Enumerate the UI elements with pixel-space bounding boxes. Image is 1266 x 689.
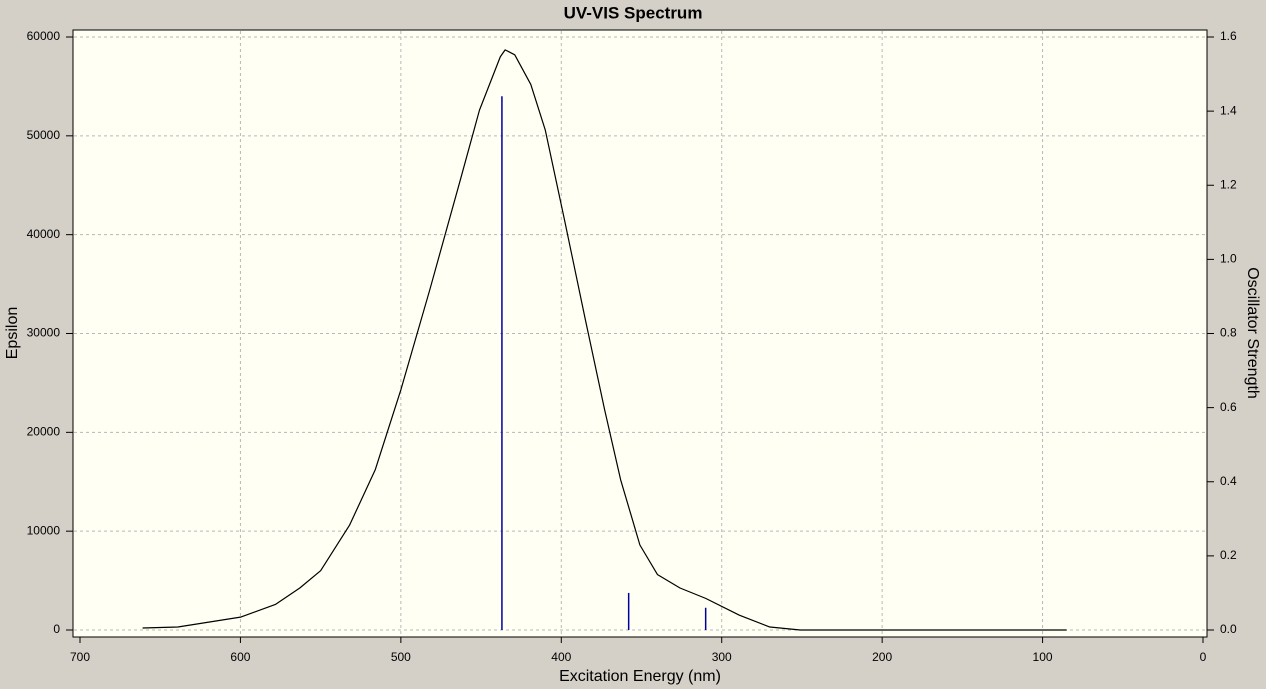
y-tick-label: 10000 xyxy=(27,523,61,537)
spectrum-line xyxy=(142,49,1067,631)
y-tick-label: 60000 xyxy=(27,29,61,43)
y2-tick-label: 1.4 xyxy=(1220,103,1237,117)
x-tick-label: 400 xyxy=(551,650,571,664)
y2-tick-label: 0.6 xyxy=(1220,400,1237,414)
y-tick-label: 0 xyxy=(53,622,60,636)
x-tick-label: 300 xyxy=(712,650,732,664)
y2-tick-label: 0.0 xyxy=(1220,622,1237,636)
x-tick-label: 500 xyxy=(391,650,411,664)
y2-tick-label: 1.6 xyxy=(1220,29,1237,43)
y2-tick-label: 0.8 xyxy=(1220,326,1237,340)
y2-tick-label: 1.0 xyxy=(1220,252,1237,266)
y2-axis-label: Oscillator Strength xyxy=(1244,267,1261,399)
y2-tick-label: 0.4 xyxy=(1220,474,1237,488)
y-tick-label: 30000 xyxy=(27,326,61,340)
y-tick-label: 40000 xyxy=(27,227,61,241)
x-tick-label: 600 xyxy=(230,650,250,664)
y2-tick-label: 0.2 xyxy=(1220,548,1237,562)
y-axis-label: Epsilon xyxy=(4,307,21,359)
x-tick-label: 700 xyxy=(70,650,90,664)
x-tick-label: 0 xyxy=(1200,650,1207,664)
x-tick-label: 200 xyxy=(872,650,892,664)
x-tick-label: 100 xyxy=(1033,650,1053,664)
y-tick-label: 50000 xyxy=(27,128,61,142)
y-tick-label: 20000 xyxy=(27,425,61,439)
x-axis-label: Excitation Energy (nm) xyxy=(559,668,721,685)
chart-title: UV-VIS Spectrum xyxy=(564,3,703,22)
y2-tick-label: 1.2 xyxy=(1220,177,1237,191)
